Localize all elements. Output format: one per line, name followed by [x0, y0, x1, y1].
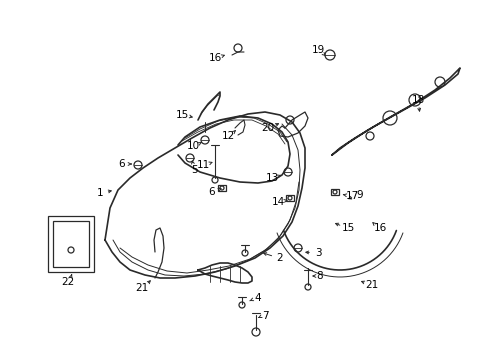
Text: 15: 15 — [341, 223, 354, 233]
Text: 21: 21 — [365, 280, 378, 290]
Text: 8: 8 — [316, 271, 323, 281]
Text: 15: 15 — [175, 110, 188, 120]
Text: 2: 2 — [276, 253, 283, 263]
Bar — [330, 189, 338, 195]
Text: 5: 5 — [191, 165, 198, 175]
Text: 11: 11 — [196, 160, 209, 170]
Text: 22: 22 — [61, 277, 75, 287]
Text: 16: 16 — [373, 223, 386, 233]
Bar — [48, 216, 94, 272]
Text: 19: 19 — [311, 45, 324, 55]
Text: 21: 21 — [135, 283, 148, 293]
Text: 16: 16 — [208, 53, 221, 63]
Text: 12: 12 — [221, 131, 234, 141]
Bar — [218, 185, 225, 191]
Bar — [53, 221, 89, 267]
Text: 6: 6 — [119, 159, 125, 169]
Text: 20: 20 — [261, 123, 274, 133]
Text: 1: 1 — [97, 188, 103, 198]
Text: 14: 14 — [271, 197, 284, 207]
Text: 6: 6 — [208, 187, 215, 197]
Text: 13: 13 — [265, 173, 278, 183]
Text: 3: 3 — [314, 248, 321, 258]
Text: 18: 18 — [410, 95, 424, 105]
Text: 10: 10 — [186, 141, 199, 151]
Text: 9: 9 — [356, 190, 363, 200]
Bar — [285, 195, 293, 201]
Text: 4: 4 — [254, 293, 261, 303]
Text: 17: 17 — [345, 191, 358, 201]
Text: 7: 7 — [261, 311, 268, 321]
